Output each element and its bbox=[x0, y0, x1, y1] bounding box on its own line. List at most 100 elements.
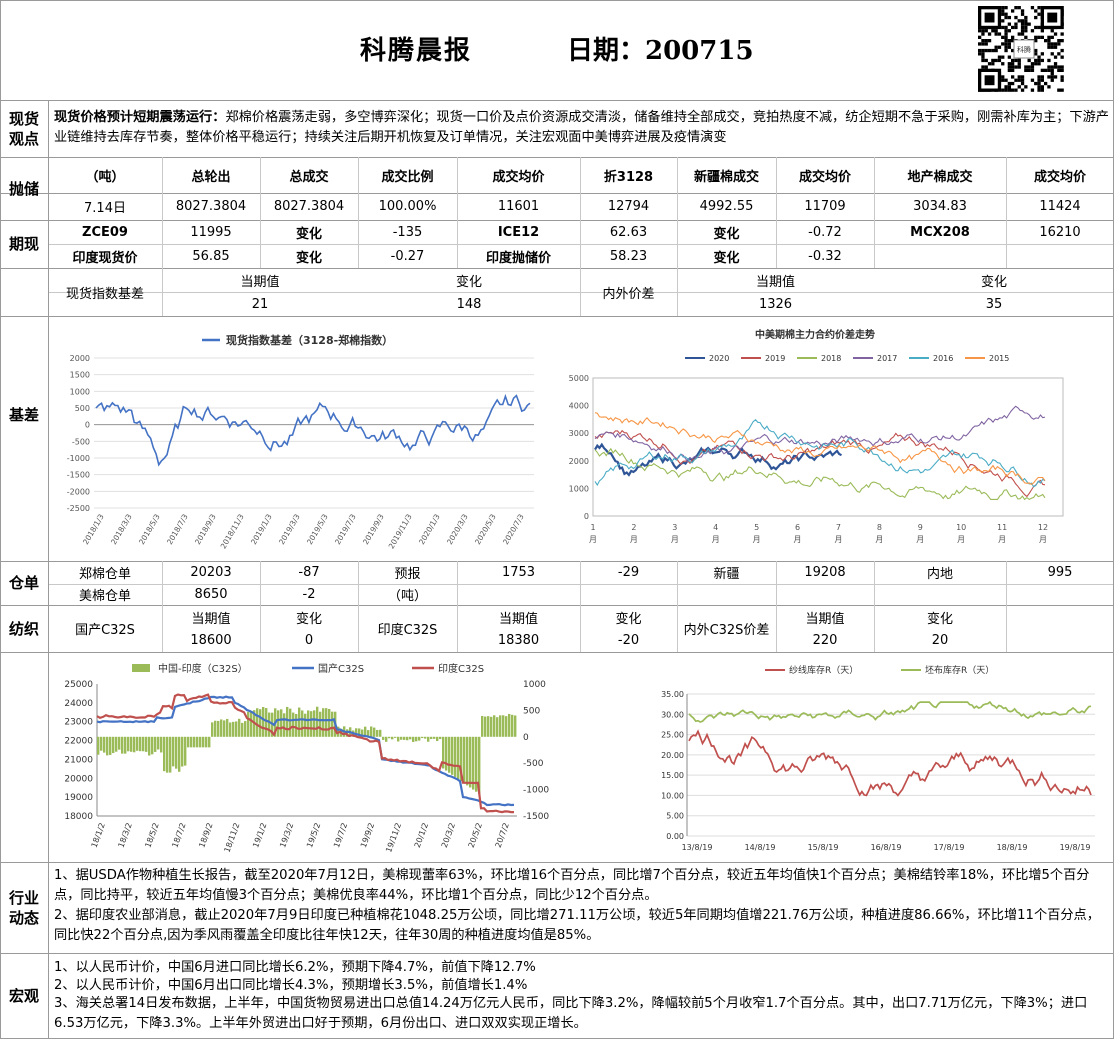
qr-module bbox=[1053, 65, 1058, 69]
chart3-diff-bar bbox=[448, 736, 451, 773]
chart3-diff-bar bbox=[514, 715, 517, 737]
chart3-xtick: 18/7/2 bbox=[170, 822, 187, 849]
chart2-series-2020 bbox=[594, 442, 843, 477]
qr-module bbox=[1030, 78, 1035, 82]
qr-module bbox=[1040, 35, 1044, 39]
qr-module bbox=[1004, 29, 1008, 33]
qr-module bbox=[1060, 68, 1064, 72]
chart3-diff-bar bbox=[268, 712, 271, 737]
chart1-xtick: 2020/1/3 bbox=[417, 512, 442, 546]
chart3-diff-bar bbox=[199, 736, 202, 748]
futures-r2-cell-5: 58.23 bbox=[609, 248, 648, 264]
reserve-header-cell-4: 成交均价 bbox=[492, 169, 545, 185]
chart2-xtick: 7 bbox=[836, 523, 841, 532]
qr-module bbox=[1057, 68, 1061, 72]
warehouse-r1-cell-6: 新疆 bbox=[713, 567, 740, 582]
qr-module bbox=[1050, 29, 1054, 33]
chart1-xtick: 2020/5/3 bbox=[473, 512, 498, 546]
qr-module bbox=[1007, 88, 1011, 92]
qr-module bbox=[1017, 32, 1021, 36]
qr-module bbox=[1024, 25, 1028, 30]
chart3-xtick: 18/9/2 bbox=[197, 822, 214, 849]
chart3-diff-bar bbox=[367, 730, 370, 737]
qr-module bbox=[994, 48, 998, 53]
chart3-diff-bar bbox=[490, 716, 493, 737]
futures-r1-cell-1: 11995 bbox=[190, 224, 232, 240]
qr-module bbox=[1011, 75, 1015, 79]
qr-module bbox=[1011, 58, 1015, 63]
chart3-diff-bar bbox=[430, 736, 433, 740]
qr-module bbox=[1007, 45, 1011, 49]
chart4-ytick: 20.00 bbox=[661, 751, 684, 760]
qr-module bbox=[1040, 88, 1044, 92]
chart4-ytick: 30.00 bbox=[661, 710, 684, 719]
futures-r2-cell-2: 变化 bbox=[295, 250, 322, 266]
chart3-diff-bar bbox=[472, 736, 475, 790]
chart3-diff-bar bbox=[184, 736, 187, 766]
qr-module bbox=[1037, 25, 1041, 30]
spot-headline: 现货价格预计短期震荡运行： bbox=[54, 110, 226, 125]
chart1-ytick: 500 bbox=[75, 404, 90, 413]
chart4-xtick: 15/8/19 bbox=[808, 843, 839, 852]
qr-module bbox=[1050, 42, 1054, 46]
qr-module bbox=[1004, 32, 1008, 36]
reserve-value-cell-7: 11709 bbox=[804, 199, 846, 214]
chart3-diff-bar bbox=[169, 736, 172, 773]
chart3-diff-bar bbox=[211, 722, 214, 737]
qr-logo bbox=[1013, 39, 1035, 59]
chart2-xtick-unit: 月 bbox=[875, 535, 883, 544]
chart3-diff-bar bbox=[286, 706, 289, 737]
qr-module bbox=[1037, 55, 1041, 59]
chart3-diff-bar bbox=[289, 708, 292, 737]
qr-module bbox=[1050, 78, 1054, 82]
chart3-diff-bar bbox=[265, 708, 268, 737]
chart3-diff-bar bbox=[433, 736, 436, 739]
qr-module bbox=[1007, 42, 1011, 46]
qr-module bbox=[1053, 42, 1058, 46]
warehouse-r2-cell-0: 美棉仓单 bbox=[78, 589, 131, 604]
chart3-diff-bar bbox=[439, 736, 442, 740]
qr-module bbox=[1060, 78, 1064, 82]
chart1-xtick: 2020/3/3 bbox=[445, 512, 470, 546]
qr-module bbox=[1004, 42, 1008, 46]
qr-module bbox=[1001, 88, 1005, 92]
qr-module bbox=[1011, 65, 1015, 69]
chart2-xtick: 8 bbox=[877, 523, 882, 532]
qr-module bbox=[1001, 78, 1005, 82]
qr-module bbox=[1001, 55, 1005, 59]
qr-module bbox=[1034, 62, 1038, 66]
chart1-xtick: 2018/7/3 bbox=[165, 512, 190, 546]
chart3-diff-bar bbox=[442, 736, 445, 769]
chart2-xtick-unit: 月 bbox=[834, 535, 842, 544]
qr-module bbox=[1014, 88, 1018, 92]
qr-module bbox=[1011, 39, 1015, 43]
qr-module bbox=[1027, 65, 1031, 69]
chart3-diff-bar bbox=[193, 736, 196, 748]
chart3-diff-bar bbox=[457, 736, 460, 780]
futures-r2-cell-3: -0.27 bbox=[390, 248, 425, 264]
qr-module bbox=[1060, 39, 1064, 43]
textile-name-3: 内外C32S价差 bbox=[683, 623, 770, 638]
chart2-xtick-unit: 月 bbox=[753, 535, 761, 544]
chart3-diff-bar bbox=[124, 736, 127, 754]
qr-module bbox=[1044, 81, 1048, 86]
qr-module bbox=[1060, 75, 1064, 79]
chart2-ytick: 4000 bbox=[569, 402, 589, 411]
chart3-diff-bar bbox=[244, 721, 247, 737]
chart2-legend-label: 2015 bbox=[989, 354, 1009, 363]
qr-module bbox=[991, 29, 995, 33]
qr-module bbox=[1004, 6, 1008, 10]
futures-r2-cell-1: 56.85 bbox=[192, 248, 230, 264]
chart3-diff-bar bbox=[403, 736, 406, 740]
chart2-series-2017 bbox=[594, 405, 1046, 463]
chart4-xtick: 18/8/19 bbox=[997, 843, 1028, 852]
chart3-xtick: 19/9/2 bbox=[359, 822, 376, 849]
qr-module bbox=[1034, 58, 1038, 63]
chart3-xtick: 18/3/2 bbox=[117, 822, 134, 849]
qr-module bbox=[1007, 22, 1011, 26]
chart3-xtick: 20/7/2 bbox=[494, 822, 511, 849]
qr-module bbox=[1044, 68, 1048, 72]
spread-cur: 1326 bbox=[758, 296, 793, 312]
qr-module bbox=[1011, 62, 1015, 66]
qr-module bbox=[1017, 78, 1021, 82]
